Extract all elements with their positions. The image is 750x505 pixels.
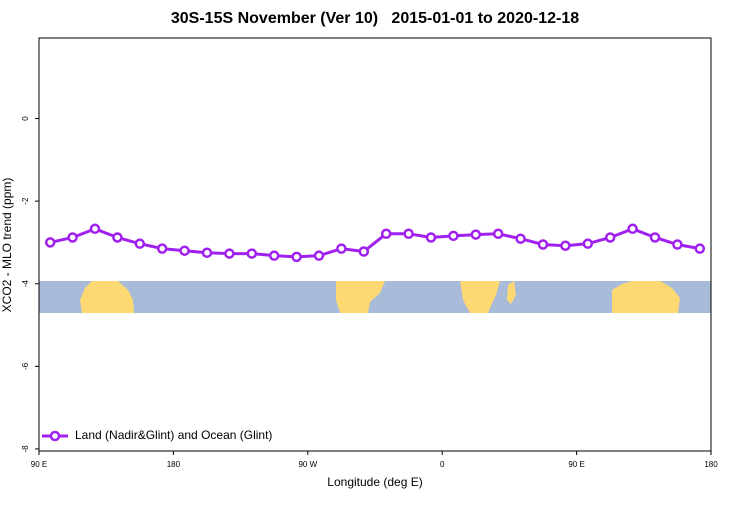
y-tick-label: -8	[21, 445, 30, 453]
y-tick-label: -6	[21, 362, 30, 370]
x-tick-label: 90 E	[568, 460, 584, 469]
land	[507, 281, 516, 304]
point	[156, 243, 168, 254]
point	[403, 228, 414, 240]
point	[694, 243, 706, 254]
point	[672, 239, 683, 250]
chart-title: 30S-15S November (Ver 10) 2015-01-01 to …	[171, 10, 579, 27]
point	[291, 251, 302, 263]
point	[515, 233, 526, 244]
point	[649, 232, 661, 243]
point	[67, 232, 78, 243]
y-tick-label: -4	[21, 280, 30, 288]
land	[460, 281, 500, 313]
point	[134, 238, 146, 249]
point	[89, 223, 101, 235]
land	[80, 281, 134, 313]
point	[425, 232, 437, 243]
point	[44, 237, 56, 248]
point	[179, 245, 190, 256]
point	[380, 228, 392, 240]
point	[246, 248, 258, 259]
y-tick-label: -2	[21, 197, 30, 205]
point	[358, 246, 370, 257]
legend-marker	[49, 430, 61, 442]
y-tick-label: 0	[21, 116, 30, 121]
legend-label: Land (Nadir&Glint) and Ocean (Glint)	[75, 428, 272, 442]
land	[336, 281, 385, 313]
point	[112, 232, 123, 243]
point	[560, 240, 571, 251]
map-band	[39, 281, 711, 313]
point	[313, 250, 325, 261]
point	[336, 243, 347, 254]
legend: Land (Nadir&Glint) and Ocean (Glint)	[42, 428, 272, 442]
point	[492, 228, 504, 240]
point	[627, 223, 638, 235]
point	[537, 239, 549, 250]
x-tick-label: 180	[704, 460, 718, 469]
y-axis-label: XCO2 - MLO trend (ppm)	[0, 178, 14, 313]
x-tick-label: 90 E	[31, 460, 47, 469]
x-tick-label: 180	[167, 460, 181, 469]
point	[582, 238, 594, 249]
point	[268, 250, 280, 261]
x-axis-label: Longitude (deg E)	[327, 475, 422, 489]
point	[604, 232, 616, 243]
x-tick-label: 0	[440, 460, 445, 469]
plot-frame	[38, 37, 712, 452]
x-tick-label: 90 W	[298, 460, 317, 469]
point	[201, 247, 213, 259]
point	[470, 229, 482, 240]
land	[612, 281, 680, 313]
point	[224, 248, 235, 259]
point	[448, 230, 459, 242]
